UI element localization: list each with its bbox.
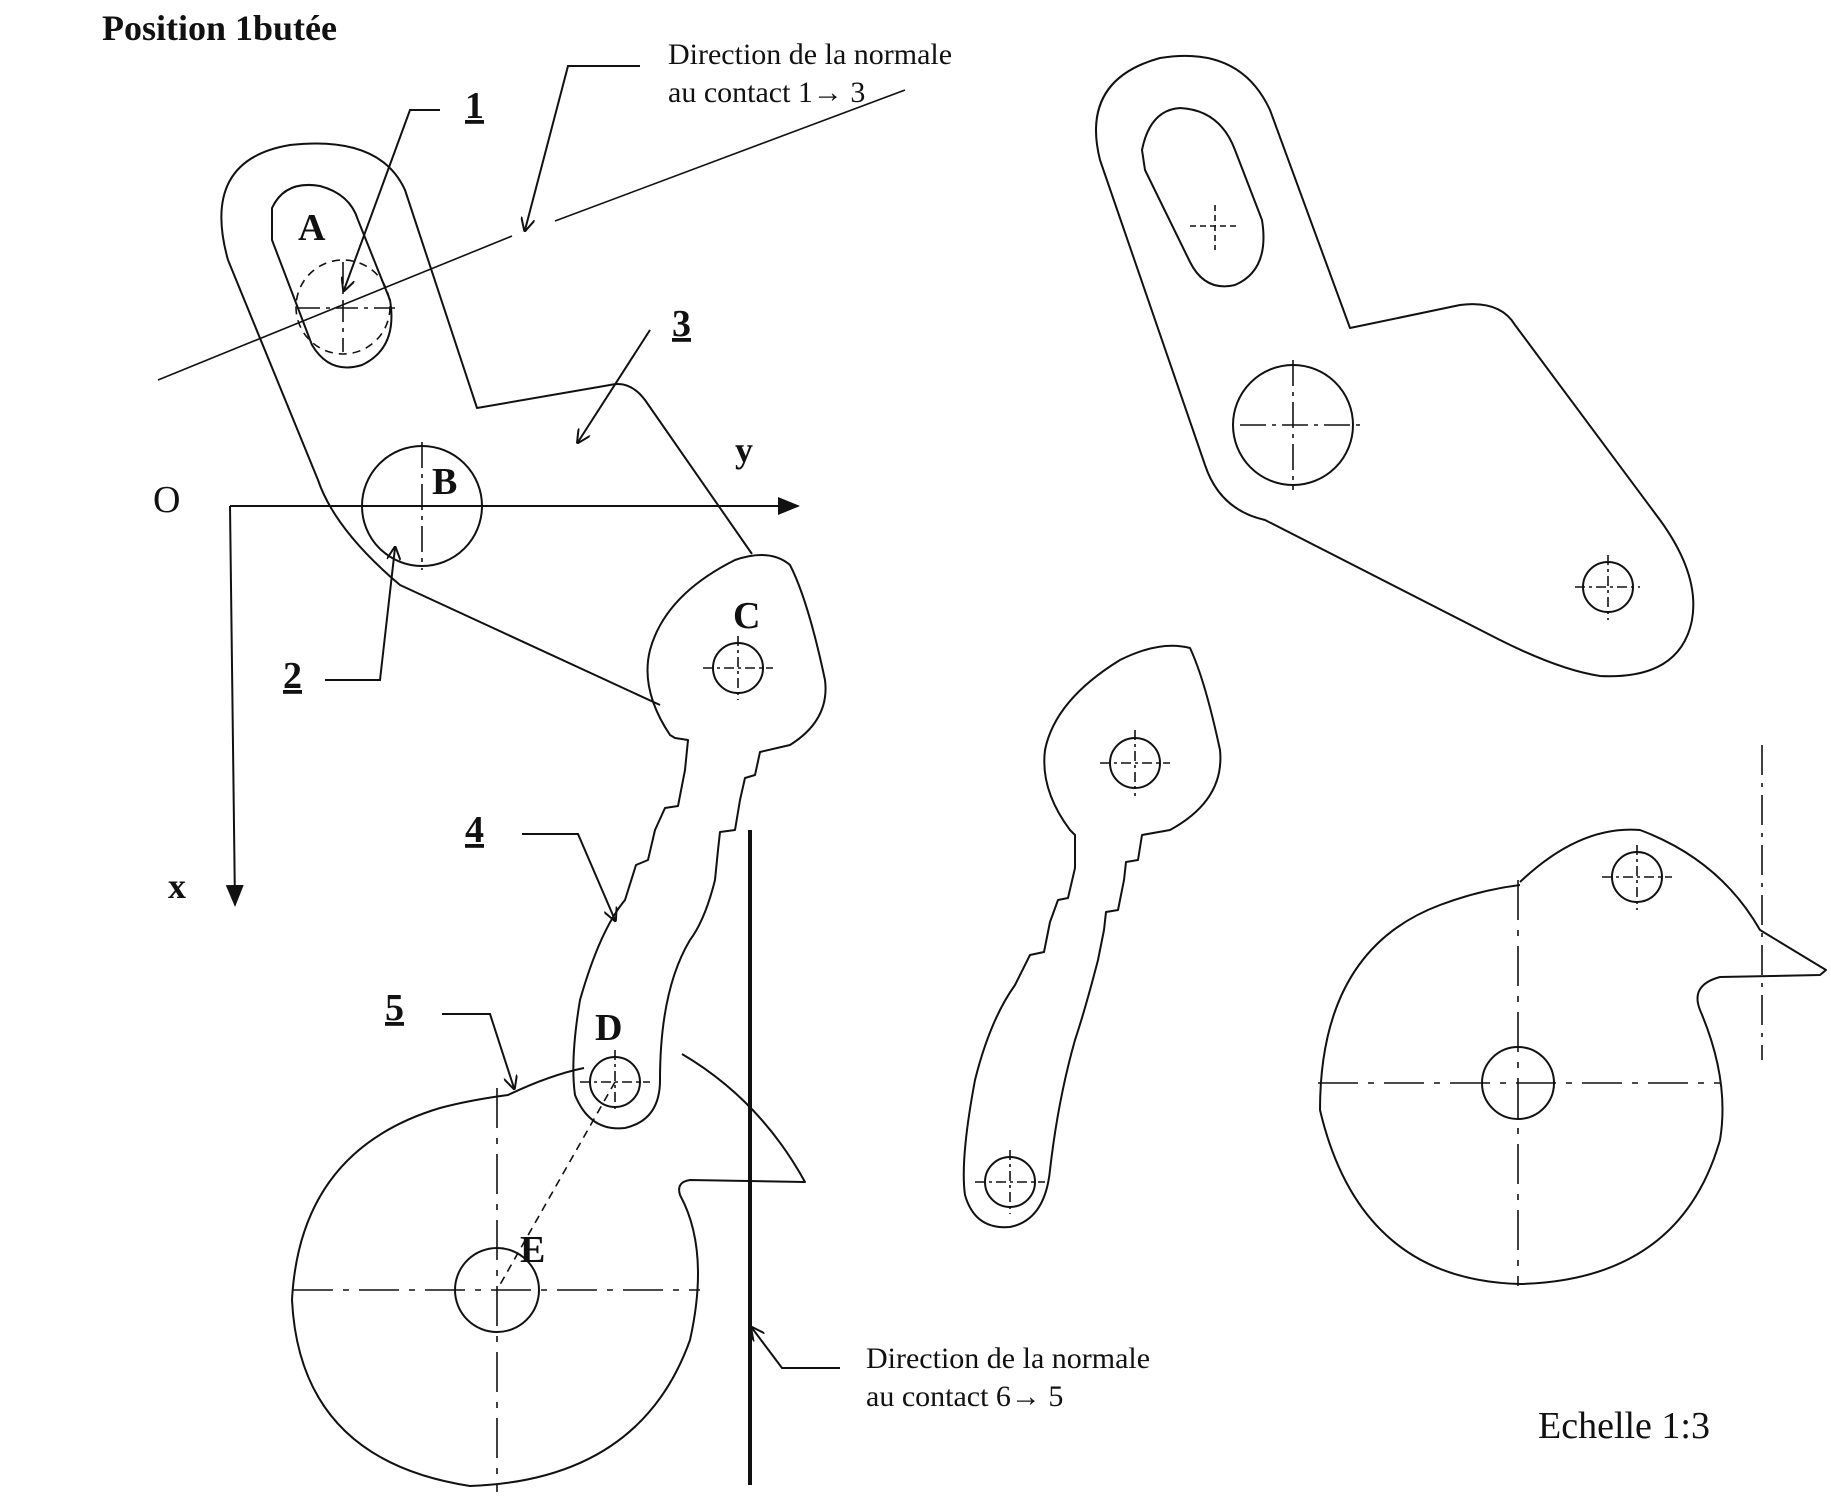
x-axis-label: x [168, 866, 186, 906]
normal-1-3-line-left [157, 235, 513, 381]
detached-part-3-slot [1141, 107, 1265, 288]
page-title: Position 1butée [102, 8, 337, 48]
detached-part-5-outline [1319, 828, 1827, 1285]
origin-label: O [153, 479, 180, 521]
normal-1-3-leader [525, 65, 640, 230]
point-a-label: A [298, 207, 326, 249]
link-d-e [496, 1081, 616, 1291]
point-d-label: D [595, 1007, 622, 1049]
leader-part-4 [522, 833, 615, 920]
part-3-outline [220, 142, 753, 706]
detached-part-4-outline [962, 644, 1222, 1229]
pin-a-dashed [295, 259, 391, 355]
leader-part-2 [325, 548, 395, 681]
y-axis-label: y [735, 430, 753, 470]
part-label-4: 4 [465, 809, 484, 851]
point-e-label: E [520, 1229, 545, 1271]
normal-1-3-line2: au contact 1→ 3 [668, 76, 865, 109]
point-b-label: B [432, 461, 457, 503]
part-3-slot-a [271, 184, 393, 369]
leader-part-5 [442, 1013, 514, 1088]
normal-6-5-line1: Direction de la normale [866, 1342, 1150, 1375]
normal-6-5-leader [752, 1328, 840, 1369]
x-axis [225, 505, 244, 907]
scale-label: Echelle 1:3 [1538, 1405, 1710, 1447]
part-label-1: 1 [465, 85, 484, 127]
part-label-3: 3 [672, 303, 691, 345]
detached-part-3-outline [1095, 54, 1695, 678]
leader-part-1 [344, 109, 440, 290]
normal-6-5-line2: au contact 6→ 5 [866, 1380, 1063, 1413]
point-c-label: C [733, 595, 760, 637]
normal-1-3-line-right [554, 89, 906, 222]
part-label-5: 5 [385, 987, 404, 1029]
part-label-2: 2 [283, 655, 302, 697]
part-5-outline [291, 1053, 806, 1487]
normal-1-3-line1: Direction de la normale [668, 38, 952, 71]
leader-part-3 [578, 329, 651, 442]
part-4-outline [572, 554, 827, 1130]
